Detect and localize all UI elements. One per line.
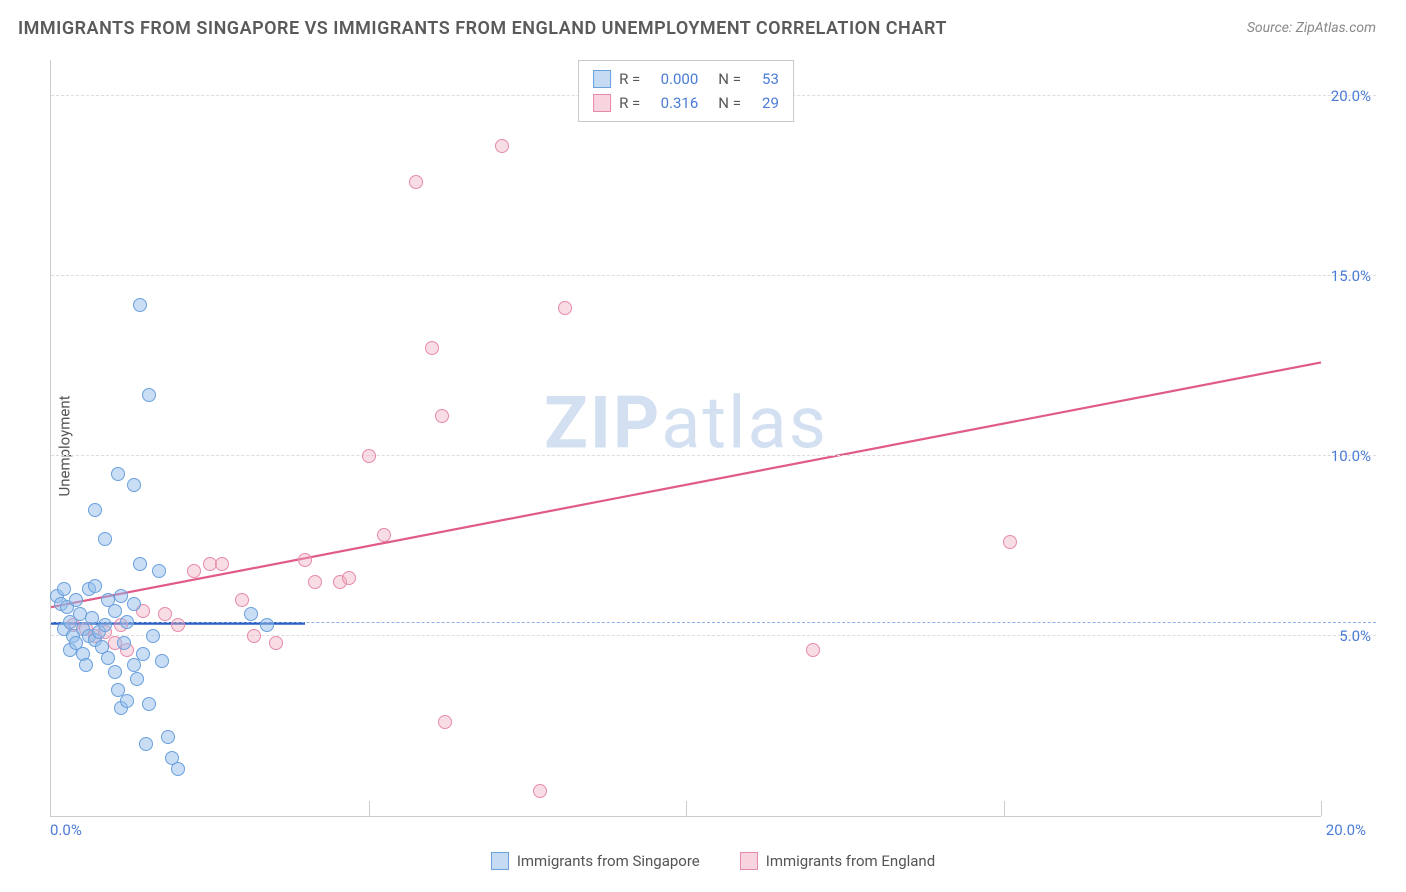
legend-blue-R: 0.000 — [648, 70, 698, 88]
bottom-legend-singapore: Immigrants from Singapore — [491, 852, 700, 870]
trend-lines — [51, 60, 1321, 816]
y-tick-label: 20.0% — [1331, 87, 1371, 105]
scatter-point-singapore — [130, 672, 144, 686]
scatter-point-singapore — [57, 582, 71, 596]
scatter-point-singapore — [108, 604, 122, 618]
scatter-point-england — [558, 301, 572, 315]
scatter-point-england — [495, 139, 509, 153]
series-blue-label: Immigrants from Singapore — [517, 852, 700, 870]
legend-blue-N: 53 — [749, 70, 779, 88]
legend-N-label: N = — [718, 94, 741, 112]
x-tick-stub — [1004, 801, 1005, 816]
scatter-point-singapore — [244, 607, 258, 621]
scatter-point-singapore — [139, 737, 153, 751]
scatter-point-singapore — [98, 532, 112, 546]
scatter-point-england — [158, 607, 172, 621]
gridline-h — [51, 275, 1376, 276]
y-tick-label: 5.0% — [1339, 627, 1371, 645]
scatter-point-england — [308, 575, 322, 589]
scatter-point-singapore — [133, 557, 147, 571]
scatter-point-england — [425, 341, 439, 355]
scatter-point-england — [171, 618, 185, 632]
source-label: Source: ZipAtlas.com — [1247, 20, 1376, 36]
y-tick-label: 15.0% — [1331, 267, 1371, 285]
scatter-point-england — [247, 629, 261, 643]
scatter-point-singapore — [117, 636, 131, 650]
swatch-pink-icon — [593, 94, 611, 112]
chart-area: R = 0.000 N = 53 R = 0.316 N = 29 ZIPatl… — [50, 60, 1376, 837]
plot-region: R = 0.000 N = 53 R = 0.316 N = 29 ZIPatl… — [50, 60, 1321, 817]
gridline-h — [51, 455, 1376, 456]
scatter-point-england — [438, 715, 452, 729]
scatter-point-singapore — [101, 651, 115, 665]
scatter-point-england — [187, 564, 201, 578]
bottom-legend-england: Immigrants from England — [740, 852, 935, 870]
scatter-point-singapore — [171, 762, 185, 776]
scatter-point-singapore — [133, 298, 147, 312]
legend-pink-R: 0.316 — [648, 94, 698, 112]
scatter-point-england — [435, 409, 449, 423]
scatter-point-singapore — [146, 629, 160, 643]
scatter-point-singapore — [127, 597, 141, 611]
scatter-point-england — [342, 571, 356, 585]
scatter-point-singapore — [161, 730, 175, 744]
scatter-point-england — [362, 449, 376, 463]
scatter-point-singapore — [88, 503, 102, 517]
series-pink-label: Immigrants from England — [766, 852, 935, 870]
scatter-point-england — [1003, 535, 1017, 549]
scatter-point-singapore — [152, 564, 166, 578]
legend-pink-N: 29 — [749, 94, 779, 112]
legend-R-label: R = — [619, 70, 640, 88]
scatter-point-singapore — [111, 467, 125, 481]
scatter-point-singapore — [120, 615, 134, 629]
y-tick-label: 10.0% — [1331, 447, 1371, 465]
x-tick-max: 20.0% — [1326, 821, 1366, 839]
bottom-legend: Immigrants from Singapore Immigrants fro… — [50, 852, 1376, 870]
watermark: ZIPatlas — [544, 380, 828, 465]
scatter-point-england — [215, 557, 229, 571]
scatter-point-singapore — [260, 618, 274, 632]
reference-line — [51, 622, 1376, 623]
scatter-point-england — [269, 636, 283, 650]
x-tick-stub — [686, 801, 687, 816]
swatch-pink-icon — [740, 852, 758, 870]
scatter-point-england — [806, 643, 820, 657]
legend-N-label: N = — [718, 70, 741, 88]
scatter-point-singapore — [127, 478, 141, 492]
scatter-point-singapore — [88, 579, 102, 593]
legend-row-singapore: R = 0.000 N = 53 — [593, 67, 779, 91]
scatter-point-england — [377, 528, 391, 542]
correlation-legend: R = 0.000 N = 53 R = 0.316 N = 29 — [578, 60, 794, 122]
scatter-point-singapore — [108, 665, 122, 679]
scatter-point-england — [409, 175, 423, 189]
swatch-blue-icon — [491, 852, 509, 870]
chart-title: IMMIGRANTS FROM SINGAPORE VS IMMIGRANTS … — [18, 18, 947, 39]
scatter-point-singapore — [69, 593, 83, 607]
scatter-point-england — [298, 553, 312, 567]
swatch-blue-icon — [593, 70, 611, 88]
legend-row-england: R = 0.316 N = 29 — [593, 91, 779, 115]
scatter-point-singapore — [155, 654, 169, 668]
scatter-point-singapore — [142, 697, 156, 711]
trend-line — [51, 362, 1321, 607]
legend-R-label: R = — [619, 94, 640, 112]
scatter-point-england — [235, 593, 249, 607]
scatter-point-singapore — [98, 618, 112, 632]
scatter-point-england — [533, 784, 547, 798]
scatter-point-singapore — [79, 658, 93, 672]
x-tick-min: 0.0% — [50, 821, 82, 839]
x-tick-stub — [1321, 801, 1322, 816]
scatter-point-singapore — [142, 388, 156, 402]
scatter-point-singapore — [136, 647, 150, 661]
x-tick-stub — [369, 801, 370, 816]
scatter-point-singapore — [120, 694, 134, 708]
